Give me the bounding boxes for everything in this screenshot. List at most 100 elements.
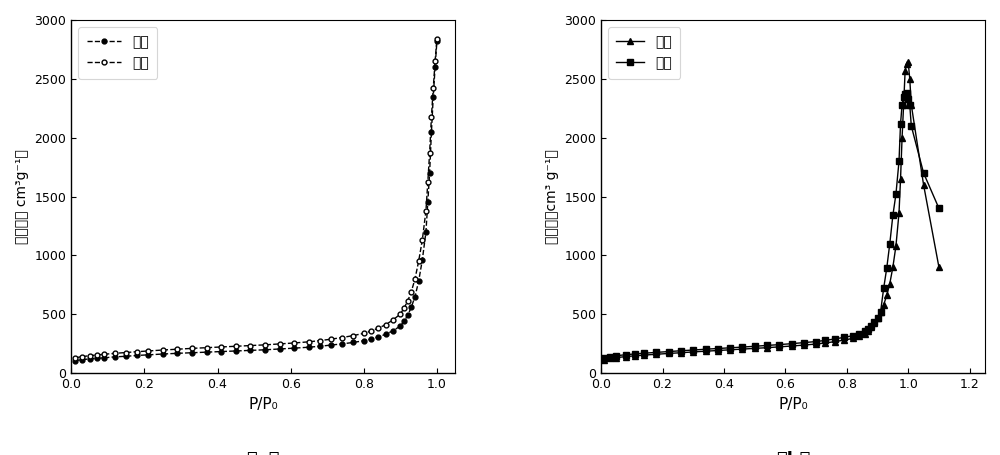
脱附 <box>918 170 930 176</box>
脱附 <box>898 94 910 99</box>
脱附 <box>884 241 896 246</box>
脱附 <box>427 86 439 91</box>
X-axis label: P/P₀: P/P₀ <box>778 396 808 411</box>
脱附 <box>157 347 169 353</box>
Line: 吸附: 吸附 <box>601 60 942 362</box>
脱附 <box>896 102 908 107</box>
吸附 <box>416 258 428 263</box>
脱附 <box>810 339 822 344</box>
脱附 <box>325 336 337 342</box>
吸附 <box>394 324 406 329</box>
吸附 <box>398 318 410 324</box>
吸附 <box>865 324 877 330</box>
吸附 <box>425 129 437 135</box>
吸附 <box>274 346 286 352</box>
脱附 <box>69 355 81 360</box>
脱附 <box>413 258 425 264</box>
吸附 <box>761 345 773 350</box>
吸附 <box>244 348 256 353</box>
脱附 <box>429 58 441 64</box>
脱附 <box>98 352 110 357</box>
脱附 <box>372 325 384 331</box>
吸附 <box>336 341 348 347</box>
吸附 <box>215 349 227 354</box>
吸附 <box>884 281 896 286</box>
吸附 <box>69 358 81 364</box>
吸附 <box>142 352 154 358</box>
脱附 <box>887 212 899 218</box>
脱附 <box>259 342 271 348</box>
脱附 <box>431 36 443 41</box>
吸附 <box>431 39 443 44</box>
吸附 <box>171 351 183 356</box>
脱附 <box>303 339 315 344</box>
吸附 <box>868 320 880 326</box>
脱附 <box>895 121 907 126</box>
吸附 <box>810 341 822 347</box>
脱附 <box>274 341 286 347</box>
脱附 <box>819 338 831 343</box>
脱附 <box>859 329 871 334</box>
吸附 <box>829 339 841 344</box>
脱附 <box>604 354 616 359</box>
脱附 <box>724 345 736 350</box>
脱附 <box>131 349 143 354</box>
脱附 <box>829 336 841 342</box>
吸附 <box>620 354 632 359</box>
脱附 <box>893 158 905 164</box>
Line: 吸附: 吸附 <box>73 39 439 363</box>
吸附 <box>380 332 392 337</box>
脱附 <box>109 351 121 356</box>
吸附 <box>904 76 916 81</box>
脱附 <box>336 335 348 340</box>
吸附 <box>131 353 143 358</box>
脱附 <box>712 346 724 351</box>
脱附 <box>288 340 300 346</box>
吸附 <box>413 278 425 284</box>
吸附 <box>878 302 890 308</box>
吸附 <box>201 349 213 355</box>
脱附 <box>905 123 917 129</box>
吸附 <box>230 348 242 354</box>
吸附 <box>798 342 810 348</box>
脱附 <box>663 349 675 354</box>
吸附 <box>120 354 132 359</box>
脱附 <box>84 353 96 359</box>
吸附 <box>347 340 359 345</box>
脱附 <box>398 305 410 311</box>
脱附 <box>215 344 227 350</box>
Legend: 吸附, 脱附: 吸附, 脱附 <box>78 27 157 79</box>
吸附 <box>881 293 893 298</box>
脱附 <box>420 208 432 213</box>
吸附 <box>896 135 908 141</box>
吸附 <box>736 346 748 352</box>
脱附 <box>416 238 428 243</box>
吸附 <box>109 354 121 359</box>
吸附 <box>918 182 930 187</box>
脱附 <box>838 335 850 340</box>
X-axis label: P/P₀: P/P₀ <box>248 396 278 411</box>
脱附 <box>902 96 914 101</box>
脱附 <box>610 353 622 359</box>
吸附 <box>157 351 169 357</box>
脱附 <box>773 342 785 347</box>
吸附 <box>422 200 434 205</box>
脱附 <box>405 289 417 294</box>
脱附 <box>878 286 890 291</box>
脱附 <box>933 206 945 211</box>
吸附 <box>325 342 337 348</box>
脱附 <box>394 311 406 317</box>
脱附 <box>890 192 902 197</box>
吸附 <box>872 315 884 321</box>
Line: 脱附: 脱附 <box>73 36 439 360</box>
吸附 <box>786 344 798 349</box>
脱附 <box>230 344 242 349</box>
脱附 <box>650 349 662 355</box>
吸附 <box>405 304 417 310</box>
吸附 <box>638 352 650 358</box>
脱附 <box>201 345 213 350</box>
吸附 <box>749 346 761 351</box>
吸附 <box>420 229 432 235</box>
吸附 <box>663 351 675 356</box>
吸附 <box>895 176 907 182</box>
